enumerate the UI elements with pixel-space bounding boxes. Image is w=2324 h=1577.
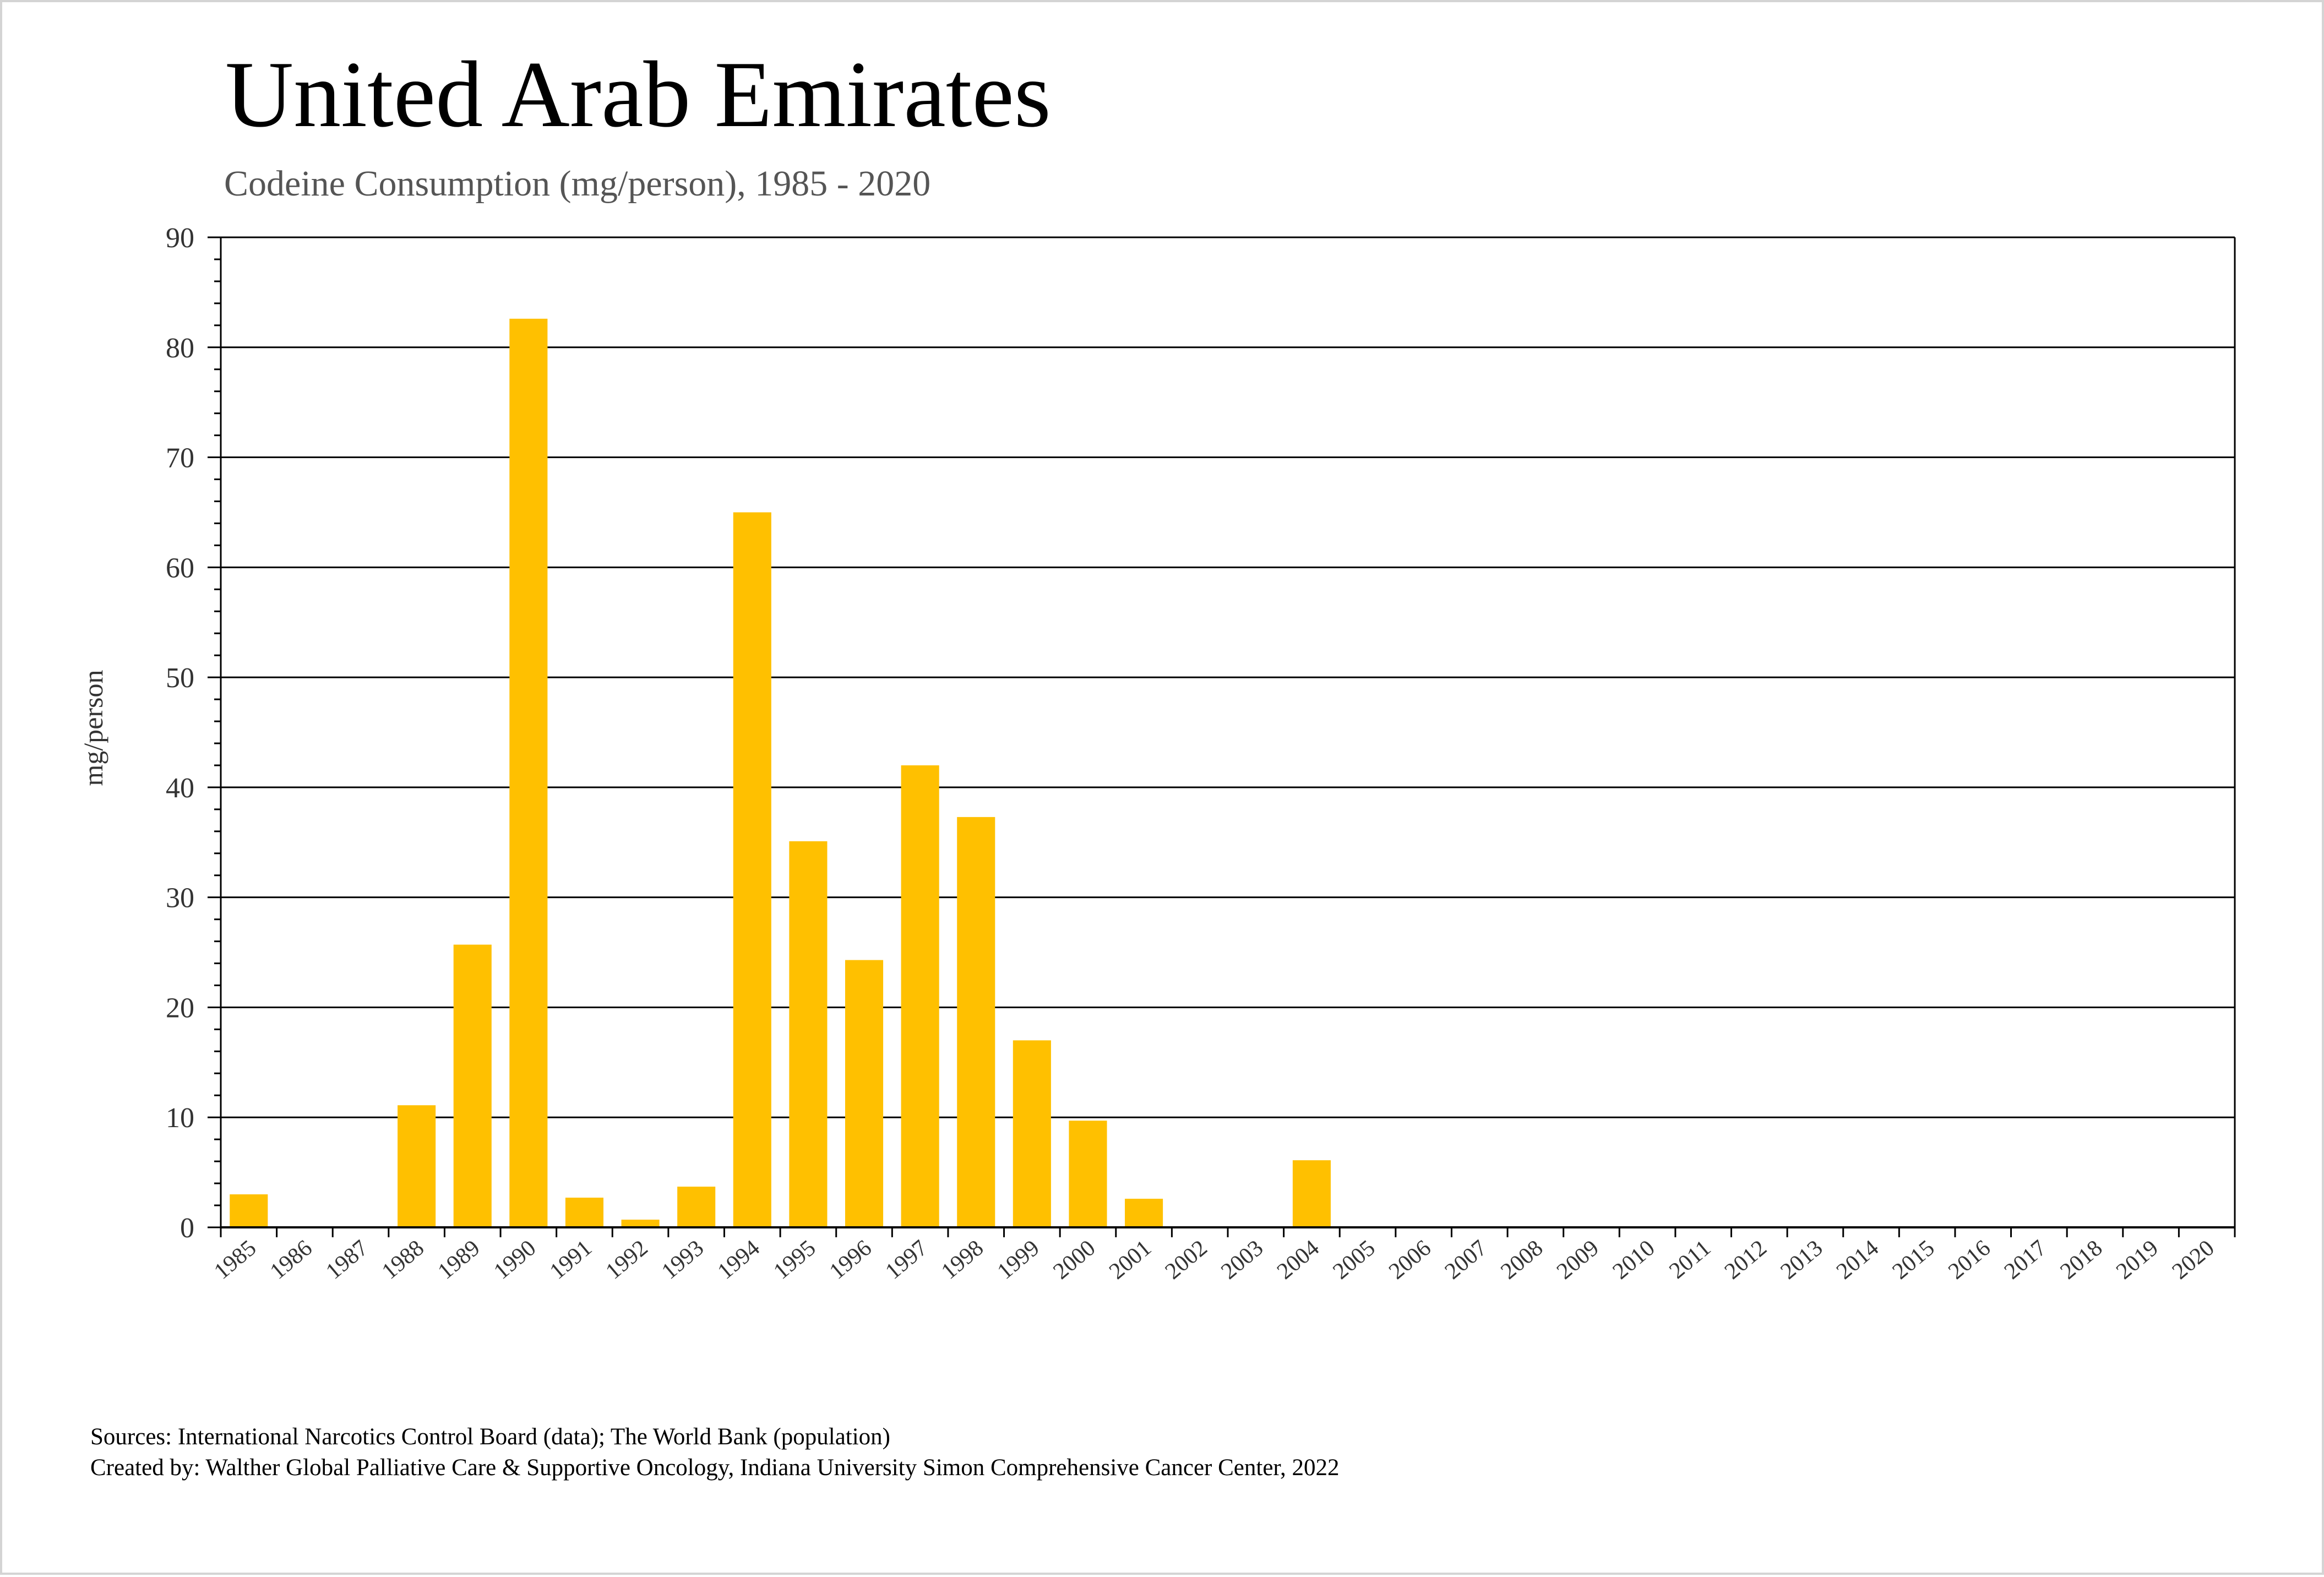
x-tick-label: 1999 [993, 1235, 1044, 1284]
y-tick-label: 0 [180, 1212, 194, 1244]
bar-1996 [845, 960, 884, 1227]
x-tick-label: 2014 [1832, 1235, 1884, 1284]
bar-1999 [1013, 1040, 1051, 1227]
bar-1990 [509, 318, 548, 1227]
x-tick-label: 2005 [1329, 1235, 1380, 1284]
bar-2004 [1292, 1160, 1331, 1227]
x-tick-label: 2017 [2000, 1235, 2051, 1284]
bar-1995 [789, 841, 828, 1227]
y-tick-label: 70 [166, 443, 194, 474]
x-tick-label: 2009 [1552, 1235, 1604, 1284]
x-tick-label: 2004 [1272, 1235, 1324, 1284]
x-tick-label: 2011 [1664, 1235, 1716, 1284]
x-tick-label: 1998 [937, 1235, 988, 1284]
x-tick-label: 2010 [1608, 1235, 1660, 1284]
bar-2001 [1125, 1199, 1163, 1227]
gridlines [221, 236, 2235, 1228]
x-tick-label: 1995 [769, 1235, 820, 1284]
x-tick-label: 2016 [1944, 1235, 1995, 1284]
x-tick-label: 1987 [322, 1235, 373, 1284]
bar-1992 [621, 1220, 660, 1227]
x-tick-label: 2015 [1888, 1235, 1940, 1284]
bar-1988 [398, 1105, 436, 1227]
bar-1993 [677, 1187, 716, 1227]
y-tick-label: 90 [166, 222, 194, 254]
chart-title: United Arab Emirates [225, 42, 1051, 147]
x-tick-label: 2001 [1104, 1235, 1156, 1284]
bar-1994 [733, 512, 771, 1227]
created-by-note: Created by: Walther Global Palliative Ca… [90, 1455, 1340, 1481]
y-tick-label: 30 [166, 883, 194, 914]
x-tick-label: 1990 [489, 1235, 541, 1284]
x-tick-label: 1988 [377, 1235, 429, 1284]
sources-note: Sources: International Narcotics Control… [90, 1424, 890, 1450]
x-tick-label: 1991 [545, 1235, 597, 1284]
x-tick-label: 1992 [601, 1235, 653, 1284]
x-tick-label: 2007 [1440, 1235, 1492, 1284]
x-tick-label: 1994 [713, 1235, 765, 1284]
bar-1985 [230, 1194, 268, 1227]
x-tick-label: 2012 [1720, 1235, 1772, 1284]
x-tick-label: 2019 [2111, 1235, 2163, 1284]
x-tick-label: 2000 [1048, 1235, 1100, 1284]
y-tick-label: 10 [166, 1102, 194, 1134]
bar-1997 [901, 765, 939, 1227]
x-tick-label: 1985 [209, 1235, 261, 1284]
bar-1989 [453, 944, 492, 1227]
x-tick-label: 1997 [881, 1235, 933, 1284]
x-tick-label: 2008 [1496, 1235, 1548, 1284]
bar-1998 [957, 817, 995, 1227]
y-tick-label: 60 [166, 552, 194, 584]
x-tick-label: 2003 [1216, 1235, 1268, 1284]
chart-footer: Sources: International Narcotics Control… [90, 1422, 1340, 1483]
x-tick-label: 2013 [1776, 1235, 1827, 1284]
y-tick-label: 80 [166, 333, 194, 364]
bar-1991 [565, 1198, 604, 1227]
axes [208, 236, 2236, 1237]
x-tick-label: 2002 [1161, 1235, 1212, 1284]
x-tick-label: 2006 [1384, 1235, 1436, 1284]
x-tick-label: 1989 [433, 1235, 485, 1284]
y-tick-label: 40 [166, 773, 194, 804]
x-tick-label: 2018 [2055, 1235, 2107, 1284]
chart-subtitle: Codeine Consumption (mg/person), 1985 - … [224, 164, 931, 204]
bar-2000 [1069, 1121, 1107, 1227]
x-tick-label: 1993 [657, 1235, 709, 1284]
x-tick-label: 1996 [825, 1235, 877, 1284]
bars [230, 318, 1835, 1227]
x-tick-label: 2020 [2168, 1235, 2219, 1284]
y-tick-label: 50 [166, 662, 194, 694]
x-tick-label: 1986 [265, 1235, 317, 1284]
y-axis-label: mg/person [78, 670, 108, 786]
y-tick-label: 20 [166, 992, 194, 1024]
